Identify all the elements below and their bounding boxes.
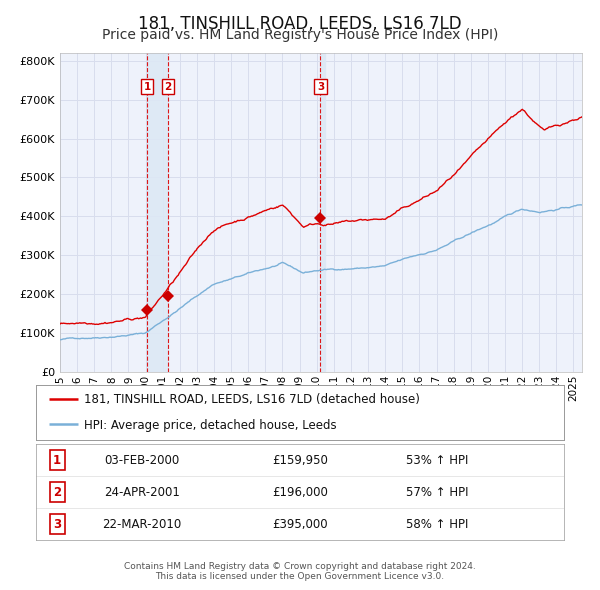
Text: 24-APR-2001: 24-APR-2001 bbox=[104, 486, 179, 499]
Text: 03-FEB-2000: 03-FEB-2000 bbox=[104, 454, 179, 467]
Text: 57% ↑ HPI: 57% ↑ HPI bbox=[406, 486, 469, 499]
Text: 1: 1 bbox=[143, 81, 151, 91]
Text: HPI: Average price, detached house, Leeds: HPI: Average price, detached house, Leed… bbox=[83, 419, 336, 432]
Text: 2: 2 bbox=[53, 486, 61, 499]
Text: 181, TINSHILL ROAD, LEEDS, LS16 7LD: 181, TINSHILL ROAD, LEEDS, LS16 7LD bbox=[138, 15, 462, 33]
Text: 3: 3 bbox=[317, 81, 324, 91]
Text: 1: 1 bbox=[53, 454, 61, 467]
Text: £159,950: £159,950 bbox=[272, 454, 328, 467]
Text: 3: 3 bbox=[53, 517, 61, 530]
Text: Price paid vs. HM Land Registry's House Price Index (HPI): Price paid vs. HM Land Registry's House … bbox=[102, 28, 498, 42]
Text: This data is licensed under the Open Government Licence v3.0.: This data is licensed under the Open Gov… bbox=[155, 572, 445, 581]
Text: 181, TINSHILL ROAD, LEEDS, LS16 7LD (detached house): 181, TINSHILL ROAD, LEEDS, LS16 7LD (det… bbox=[83, 394, 419, 407]
Text: 58% ↑ HPI: 58% ↑ HPI bbox=[406, 517, 469, 530]
Text: 2: 2 bbox=[164, 81, 172, 91]
Text: 22-MAR-2010: 22-MAR-2010 bbox=[102, 517, 181, 530]
Text: 53% ↑ HPI: 53% ↑ HPI bbox=[406, 454, 469, 467]
Text: £196,000: £196,000 bbox=[272, 486, 328, 499]
Bar bbox=[147, 53, 168, 372]
Bar bbox=[320, 53, 325, 372]
Text: Contains HM Land Registry data © Crown copyright and database right 2024.: Contains HM Land Registry data © Crown c… bbox=[124, 562, 476, 571]
Text: £395,000: £395,000 bbox=[272, 517, 328, 530]
